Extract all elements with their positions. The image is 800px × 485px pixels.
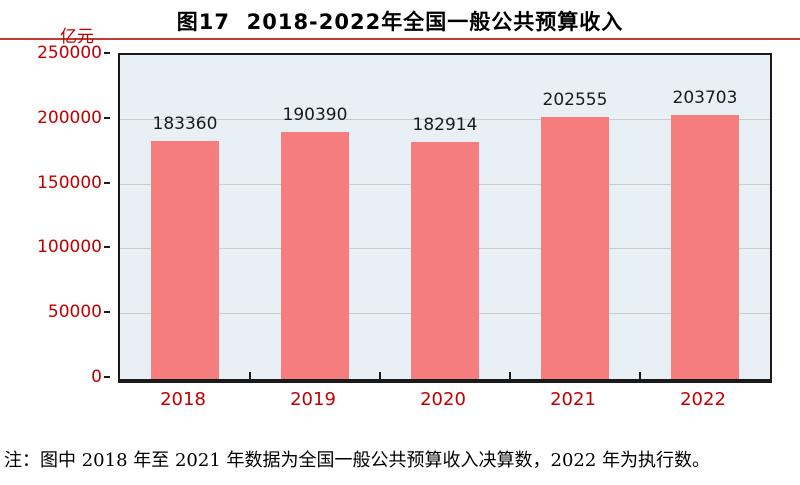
x-tick-mark bbox=[379, 372, 381, 379]
bar-value-label: 203703 bbox=[672, 88, 738, 109]
y-tick-label: 0 bbox=[91, 367, 102, 387]
bar-2018 bbox=[151, 141, 219, 379]
y-tick-mark bbox=[104, 311, 110, 314]
bar-value-label: 182914 bbox=[412, 114, 478, 135]
x-tick-label: 2019 bbox=[290, 389, 336, 410]
y-tick-mark bbox=[104, 246, 110, 249]
x-tick-label: 2020 bbox=[420, 389, 466, 410]
x-tick-mark bbox=[249, 372, 251, 379]
y-tick-mark bbox=[104, 116, 110, 119]
bar-value-label: 183360 bbox=[152, 114, 218, 135]
x-tick-mark bbox=[639, 372, 641, 379]
bar-2019 bbox=[281, 132, 349, 379]
bar-2021 bbox=[541, 116, 609, 379]
gridline bbox=[120, 118, 770, 120]
x-tick-label: 2021 bbox=[550, 389, 596, 410]
bar-2020 bbox=[411, 141, 479, 379]
bar-value-label: 190390 bbox=[282, 105, 348, 126]
y-tick-label: 100000 bbox=[37, 237, 102, 258]
y-tick-mark bbox=[104, 52, 110, 54]
x-tick-mark bbox=[509, 372, 511, 379]
x-tick-label: 2018 bbox=[160, 389, 206, 410]
x-axis: 2018 2019 2020 2021 2022 bbox=[118, 389, 768, 413]
y-tick-label: 150000 bbox=[37, 172, 102, 193]
title-divider-rule bbox=[0, 38, 800, 40]
y-tick-mark bbox=[104, 181, 110, 184]
y-axis: 0 50000 100000 150000 200000 250000 bbox=[20, 43, 110, 387]
y-tick-label: 250000 bbox=[37, 43, 102, 63]
bar-value-label: 202555 bbox=[542, 89, 608, 110]
chart-title: 图17 2018-2022年全国一般公共预算收入 bbox=[176, 10, 624, 34]
y-axis-unit-label: 亿元 bbox=[60, 27, 94, 47]
y-tick-label: 200000 bbox=[37, 107, 102, 128]
bar-2022 bbox=[671, 115, 739, 379]
plot-area: 183360 190390 182914 202555 203703 bbox=[118, 53, 772, 383]
y-tick-label: 50000 bbox=[47, 302, 102, 323]
y-tick-mark bbox=[104, 376, 110, 378]
chart-footnote: 注：图中 2018 年至 2021 年数据为全国一般公共预算收入决算数，2022… bbox=[4, 450, 711, 471]
x-tick-label: 2022 bbox=[680, 389, 726, 410]
